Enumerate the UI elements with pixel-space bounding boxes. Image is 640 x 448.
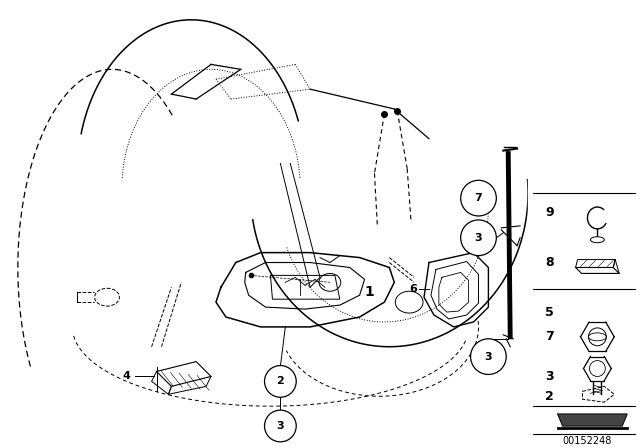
Text: 2: 2 <box>545 390 554 403</box>
Ellipse shape <box>591 237 604 243</box>
Text: 3: 3 <box>545 435 553 448</box>
Text: 8: 8 <box>545 256 554 269</box>
Text: 9: 9 <box>545 213 553 226</box>
Circle shape <box>461 180 497 216</box>
Text: 9: 9 <box>545 207 554 220</box>
Text: 3: 3 <box>484 352 492 362</box>
Circle shape <box>264 366 296 397</box>
Text: 3: 3 <box>545 370 554 383</box>
Text: 00152248: 00152248 <box>563 436 612 446</box>
Text: 4: 4 <box>123 371 131 381</box>
Circle shape <box>461 220 497 256</box>
Text: 2: 2 <box>276 376 284 386</box>
Text: 7: 7 <box>545 383 553 396</box>
Text: 8: 8 <box>545 304 553 317</box>
Text: 5: 5 <box>547 320 555 333</box>
Circle shape <box>588 328 606 346</box>
Text: 6: 6 <box>409 284 417 294</box>
Text: 2: 2 <box>545 390 553 403</box>
Circle shape <box>589 361 605 376</box>
Text: 3: 3 <box>276 421 284 431</box>
Text: 5: 5 <box>545 306 554 319</box>
Text: 7: 7 <box>545 330 554 343</box>
Text: 1: 1 <box>365 285 374 299</box>
Bar <box>528 0 637 444</box>
Polygon shape <box>557 414 627 426</box>
Text: 7: 7 <box>475 193 483 203</box>
Circle shape <box>264 410 296 442</box>
Text: 3: 3 <box>475 233 483 243</box>
Circle shape <box>470 339 506 375</box>
